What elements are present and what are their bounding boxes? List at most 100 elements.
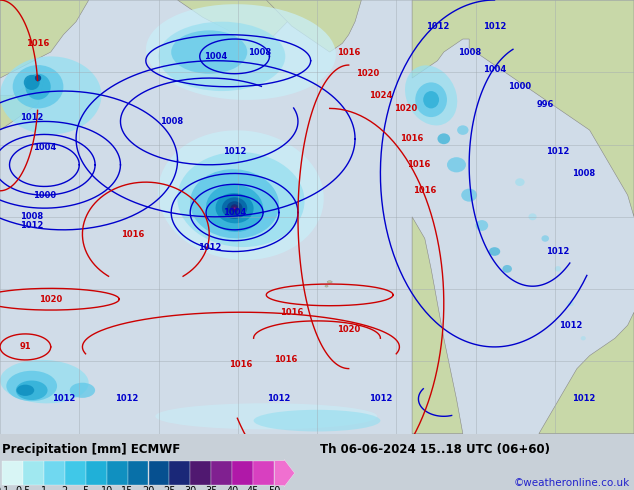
Text: 50: 50 [268,486,280,490]
Ellipse shape [70,383,95,398]
Text: 996: 996 [536,99,554,109]
Text: 1008: 1008 [572,169,595,178]
Ellipse shape [325,285,328,287]
Text: 0.5: 0.5 [15,486,30,490]
Ellipse shape [13,65,63,108]
Ellipse shape [155,403,377,429]
Text: 1012: 1012 [268,394,290,403]
Polygon shape [266,0,361,52]
Bar [169,461,190,486]
Ellipse shape [171,30,247,74]
Polygon shape [539,312,634,434]
Polygon shape [412,0,634,217]
Text: 1008: 1008 [249,48,271,56]
Text: 1016: 1016 [280,308,303,317]
Text: 1012: 1012 [483,22,506,30]
Text: 1012: 1012 [547,147,569,156]
Text: 35: 35 [205,486,217,490]
Ellipse shape [254,410,380,432]
Ellipse shape [555,266,561,271]
Bar [107,461,127,486]
Ellipse shape [457,125,469,135]
Ellipse shape [178,152,304,247]
Text: 1016: 1016 [27,39,49,48]
Bar [232,461,253,486]
Polygon shape [0,0,89,78]
Ellipse shape [146,4,336,100]
Text: 1004: 1004 [483,65,506,74]
Text: 1004: 1004 [223,208,246,217]
Ellipse shape [437,133,450,144]
Text: 1012: 1012 [572,394,595,403]
Ellipse shape [25,74,51,100]
Ellipse shape [206,184,263,232]
Text: 45: 45 [247,486,259,490]
Text: ©weatheronline.co.uk: ©weatheronline.co.uk [514,478,630,488]
Text: 1020: 1020 [337,325,360,334]
Text: 1012: 1012 [223,147,246,156]
Text: 1012: 1012 [20,113,43,122]
Ellipse shape [6,371,57,401]
Ellipse shape [233,207,235,209]
Ellipse shape [158,22,285,91]
Text: 1016: 1016 [407,160,430,169]
FancyArrow shape [275,460,295,487]
Ellipse shape [190,169,279,239]
Bar [86,461,107,486]
Text: 40: 40 [226,486,238,490]
Text: 1012: 1012 [369,394,392,403]
Ellipse shape [226,201,242,215]
Text: 1020: 1020 [394,104,417,113]
Text: 15: 15 [121,486,134,490]
Bar [127,461,148,486]
Text: 1016: 1016 [401,134,424,143]
Text: 1016: 1016 [274,355,297,365]
Ellipse shape [476,220,488,231]
Text: 1012: 1012 [20,221,43,230]
Ellipse shape [489,247,500,256]
Ellipse shape [581,336,586,341]
Text: 1004: 1004 [33,143,56,152]
Text: 1016: 1016 [122,230,145,239]
Ellipse shape [327,281,332,283]
Ellipse shape [0,56,101,134]
Ellipse shape [230,204,238,212]
Text: 1024: 1024 [369,91,392,100]
Bar [23,461,44,486]
Ellipse shape [461,189,477,202]
Text: 1016: 1016 [337,48,360,56]
Ellipse shape [24,75,39,90]
Ellipse shape [424,91,439,108]
Ellipse shape [216,193,254,223]
Bar [253,461,274,486]
Ellipse shape [16,385,34,396]
Text: 1016: 1016 [413,186,436,196]
Text: 5: 5 [82,486,89,490]
Text: 1012: 1012 [559,321,582,330]
Bar [44,461,65,486]
Text: 91: 91 [20,343,31,351]
Text: 1012: 1012 [198,243,221,252]
Ellipse shape [222,197,247,219]
Text: 1008: 1008 [458,48,481,56]
Bar [2,461,23,486]
Ellipse shape [16,381,48,400]
Text: 1000: 1000 [508,82,531,91]
Text: 1012: 1012 [115,394,138,403]
Text: 10: 10 [101,486,113,490]
Ellipse shape [503,265,512,273]
Text: 1004: 1004 [204,52,227,61]
Text: 1012: 1012 [547,247,569,256]
Text: 2: 2 [61,486,68,490]
Text: 1020: 1020 [356,69,379,78]
Ellipse shape [405,65,457,125]
Text: 1012: 1012 [52,394,75,403]
Text: 1016: 1016 [230,360,252,369]
Text: 1020: 1020 [39,294,62,304]
Ellipse shape [158,130,324,260]
Text: 1008: 1008 [160,117,183,126]
Text: Precipitation [mm] ECMWF: Precipitation [mm] ECMWF [2,443,180,456]
Polygon shape [0,78,44,130]
Ellipse shape [415,82,447,117]
Ellipse shape [541,235,549,242]
